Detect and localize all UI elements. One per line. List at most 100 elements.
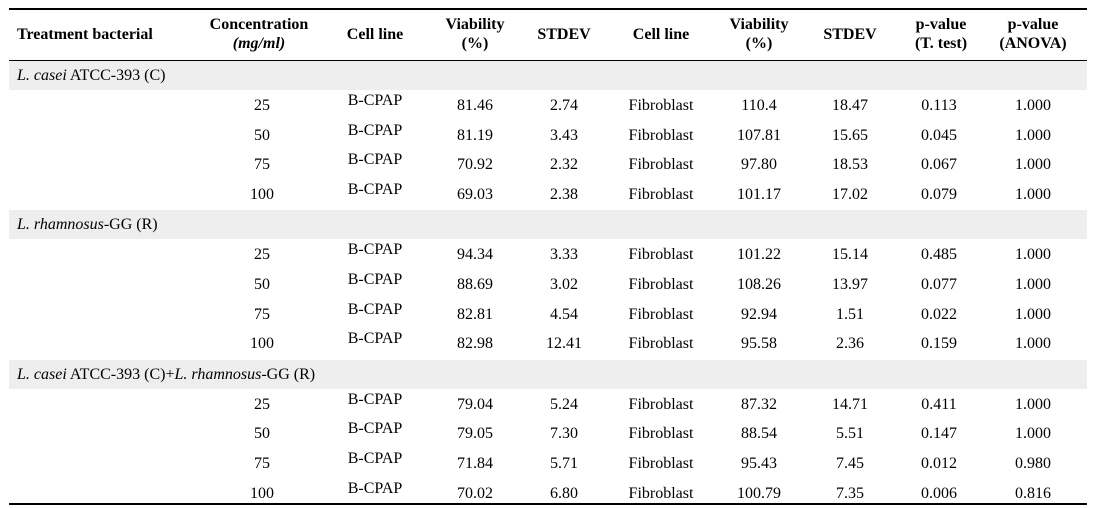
- stdev-cell: 3.43: [550, 127, 578, 144]
- concentration-cell: 50: [254, 425, 270, 442]
- cell-line-cell: B-CPAP: [347, 330, 403, 347]
- header-p-ttest: p-value (T. test): [893, 8, 989, 60]
- stdev-2-cell: 17.02: [832, 186, 868, 203]
- header-viability-2-line1: Viability: [729, 16, 789, 33]
- concentration-cell: 75: [254, 156, 270, 173]
- viability-2-cell: 101.22: [737, 246, 781, 263]
- viability-2-cell: 108.26: [737, 276, 781, 293]
- cell-line-cell: B-CPAP: [347, 480, 403, 497]
- viability-cell: 81.19: [457, 127, 493, 144]
- p-anova-cell: 1.000: [1015, 156, 1051, 173]
- viability-cell: 69.03: [457, 186, 493, 203]
- viability-cell: 88.69: [457, 276, 493, 293]
- header-concentration-line1: Concentration: [209, 16, 309, 33]
- concentration-cell: 25: [254, 97, 270, 114]
- table-row: 75 B-CPAP 70.92 2.32 Fibroblast 97.80 18.53 0.0…: [9, 150, 1087, 179]
- viability-2-cell: 110.4: [741, 97, 777, 114]
- group-header: L. casei ATCC-393 (C): [9, 61, 1087, 90]
- cell-line-2-cell: Fibroblast: [628, 425, 694, 442]
- p-anova-cell: 1.000: [1015, 127, 1051, 144]
- stdev-cell: 2.74: [550, 97, 578, 114]
- table-row: 50 B-CPAP 79.05 7.30 Fibroblast 88.54 5.51 0.14…: [9, 419, 1087, 448]
- concentration-cell: 100: [250, 335, 274, 352]
- cell-line-2-cell: Fibroblast: [628, 306, 694, 323]
- viability-cell: 79.04: [457, 396, 493, 413]
- header-viability-2: Viability (%): [711, 8, 807, 60]
- header-p-anova: p-value (ANOVA): [985, 8, 1081, 60]
- cell-line-2-cell: Fibroblast: [628, 485, 694, 502]
- header-stdev-2: STDEV: [805, 8, 895, 60]
- group-label-part: L. rhamnosus: [17, 216, 104, 234]
- group-header: L. casei ATCC-393 (C)+L. rhamnosus-GG (R…: [9, 359, 1087, 389]
- cell-line-cell: B-CPAP: [347, 301, 403, 318]
- header-cell-line-1: Cell line: [327, 8, 423, 60]
- stdev-cell: 2.32: [550, 156, 578, 173]
- p-anova-cell: 0.980: [1015, 455, 1051, 472]
- cell-line-2-cell: Fibroblast: [628, 97, 694, 114]
- viability-2-cell: 92.94: [741, 306, 777, 323]
- header-concentration-line2: (mg/ml): [232, 35, 286, 52]
- p-ttest-cell: 0.022: [921, 306, 957, 323]
- cell-line-cell: B-CPAP: [347, 420, 403, 437]
- header-treatment-text: Treatment bacterial: [17, 25, 153, 43]
- viability-2-cell: 88.54: [741, 425, 777, 442]
- concentration-cell: 75: [254, 455, 270, 472]
- cell-line-cell: B-CPAP: [347, 241, 403, 258]
- viability-cell: 82.81: [457, 306, 493, 323]
- concentration-cell: 50: [254, 276, 270, 293]
- cell-line-2-cell: Fibroblast: [628, 156, 694, 173]
- viability-cell: 94.34: [457, 246, 493, 263]
- p-ttest-cell: 0.006: [921, 485, 957, 502]
- group-label-part: -GG (R): [261, 365, 316, 383]
- stdev-2-cell: 7.35: [836, 485, 864, 502]
- table-row: 75 B-CPAP 71.84 5.71 Fibroblast 95.43 7.45 0.01…: [9, 449, 1087, 478]
- table-row: 25 B-CPAP 81.46 2.74 Fibroblast 110.4 18.47 0.1…: [9, 91, 1087, 120]
- p-ttest-cell: 0.077: [921, 276, 957, 293]
- viability-cell: 82.98: [457, 335, 493, 352]
- cell-line-2-cell: Fibroblast: [628, 127, 694, 144]
- viability-2-cell: 95.43: [741, 455, 777, 472]
- stdev-2-cell: 15.65: [832, 127, 868, 144]
- header-rule: [9, 60, 1087, 61]
- table-row: 50 B-CPAP 88.69 3.02 Fibroblast 108.26 13.97 0.…: [9, 270, 1087, 299]
- p-ttest-cell: 0.079: [921, 186, 957, 203]
- cell-line-cell: B-CPAP: [347, 92, 403, 109]
- viability-2-cell: 100.79: [737, 485, 781, 502]
- p-ttest-cell: 0.159: [921, 335, 957, 352]
- viability-cell: 70.92: [457, 156, 493, 173]
- concentration-cell: 50: [254, 127, 270, 144]
- header-viability-2-line2: (%): [745, 35, 773, 52]
- cell-line-cell: B-CPAP: [347, 271, 403, 288]
- cell-line-cell: B-CPAP: [347, 151, 403, 168]
- stdev-2-cell: 1.51: [836, 306, 864, 323]
- stdev-2-cell: 13.97: [832, 276, 868, 293]
- header-viability-1: Viability (%): [427, 8, 523, 60]
- viability-2-cell: 101.17: [737, 186, 781, 203]
- p-ttest-cell: 0.067: [921, 156, 957, 173]
- p-ttest-cell: 0.411: [921, 396, 957, 413]
- concentration-cell: 75: [254, 306, 270, 323]
- group-header: L. rhamnosus-GG (R): [9, 210, 1087, 240]
- header-p-ttest-line1: p-value: [915, 16, 967, 33]
- viability-cell: 70.02: [457, 485, 493, 502]
- header-stdev-2-text: STDEV: [823, 25, 877, 43]
- concentration-cell: 100: [250, 485, 274, 502]
- bottom-rule: [9, 503, 1087, 505]
- cell-line-cell: B-CPAP: [347, 450, 403, 467]
- p-anova-cell: 0.816: [1015, 485, 1051, 502]
- concentration-cell: 25: [254, 246, 270, 263]
- top-rule: [9, 8, 1087, 10]
- group-label-part: ATCC-393 (C): [66, 67, 166, 84]
- stdev-2-cell: 18.53: [832, 156, 868, 173]
- viability-2-cell: 107.81: [737, 127, 781, 144]
- table-row: 100 B-CPAP 69.03 2.38 Fibroblast 101.17 17.02 0…: [9, 180, 1087, 209]
- table-row: 25 B-CPAP 94.34 3.33 Fibroblast 101.22 15.14 0.…: [9, 240, 1087, 269]
- p-anova-cell: 1.000: [1015, 396, 1051, 413]
- stdev-cell: 4.54: [550, 306, 578, 323]
- viability-2-cell: 95.58: [741, 335, 777, 352]
- p-ttest-cell: 0.485: [921, 246, 957, 263]
- stdev-2-cell: 18.47: [832, 97, 868, 114]
- header-stdev-1: STDEV: [519, 8, 609, 60]
- p-anova-cell: 1.000: [1015, 97, 1051, 114]
- p-ttest-cell: 0.147: [921, 425, 957, 442]
